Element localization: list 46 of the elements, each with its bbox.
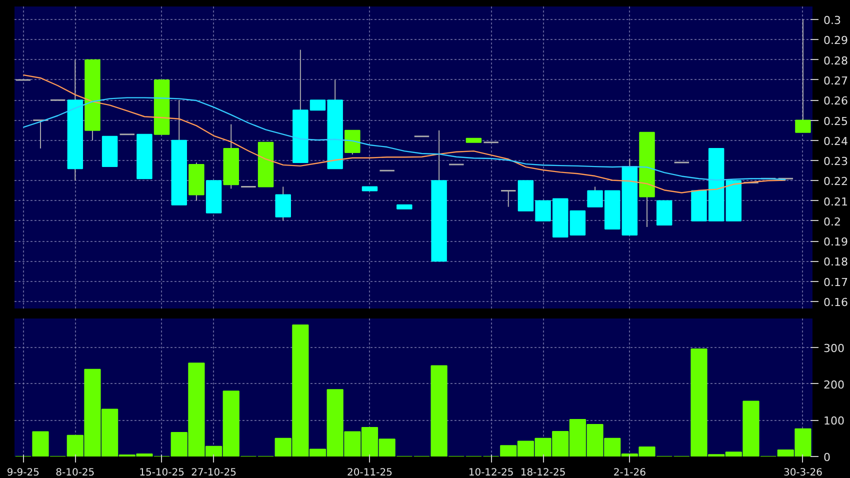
x-tick-label: 27-10-25 <box>191 468 236 478</box>
candlestick <box>275 186 291 222</box>
x-tick-label: 15-10-25 <box>139 468 184 478</box>
candlestick <box>206 180 222 214</box>
x-tick-label: 18-12-25 <box>520 468 566 478</box>
y-tick-label: 0.3 <box>824 14 841 28</box>
y-tick-label: 0.24 <box>824 134 848 148</box>
x-tick-label: 2-1-26 <box>613 468 646 478</box>
x-tick-label: 20-11-25 <box>347 468 392 478</box>
candlestick <box>154 79 170 135</box>
y-tick-label: 0.25 <box>824 114 848 128</box>
candlestick <box>136 134 152 180</box>
y-tick-label: 0 <box>824 451 830 464</box>
y-tick-label: 0.2 <box>824 215 841 228</box>
y-tick-label: 0.22 <box>824 175 848 188</box>
candlestick <box>570 210 586 236</box>
y-tick-label: 0.23 <box>824 155 848 168</box>
y-tick-label: 0.17 <box>824 276 848 289</box>
candlestick <box>362 186 378 192</box>
y-tick-label: 0.19 <box>824 236 848 249</box>
y-tick-label: 0.27 <box>824 74 848 88</box>
y-tick-label: 0.29 <box>824 34 848 48</box>
x-tick-label: 9-9-25 <box>6 468 40 478</box>
candlestick <box>258 142 274 188</box>
y-tick-label: 0.28 <box>824 54 848 68</box>
candlestick <box>344 130 360 155</box>
candlestick <box>795 19 811 133</box>
candlestick <box>102 136 118 168</box>
y-tick-label: 200 <box>824 378 844 392</box>
candlestick <box>500 190 516 208</box>
y-tick-label: 0.21 <box>824 195 848 208</box>
y-tick-label: 0.16 <box>824 296 848 309</box>
x-tick-label: 8-10-25 <box>56 468 95 478</box>
y-tick-label: 0.18 <box>824 256 848 269</box>
candlestick <box>396 204 412 210</box>
line-series <box>22 74 786 194</box>
line-series <box>22 97 786 181</box>
y-tick-label: 100 <box>824 414 844 428</box>
candlestick <box>466 138 482 143</box>
x-tick-label: 30-3-26 <box>783 468 822 478</box>
candlestick <box>32 120 49 149</box>
candlestick <box>726 180 742 222</box>
candlestick <box>656 200 672 226</box>
y-tick-label: 0.26 <box>824 94 848 108</box>
y-tick-label: 300 <box>824 342 844 356</box>
x-tick-label: 10-12-25 <box>468 468 514 478</box>
